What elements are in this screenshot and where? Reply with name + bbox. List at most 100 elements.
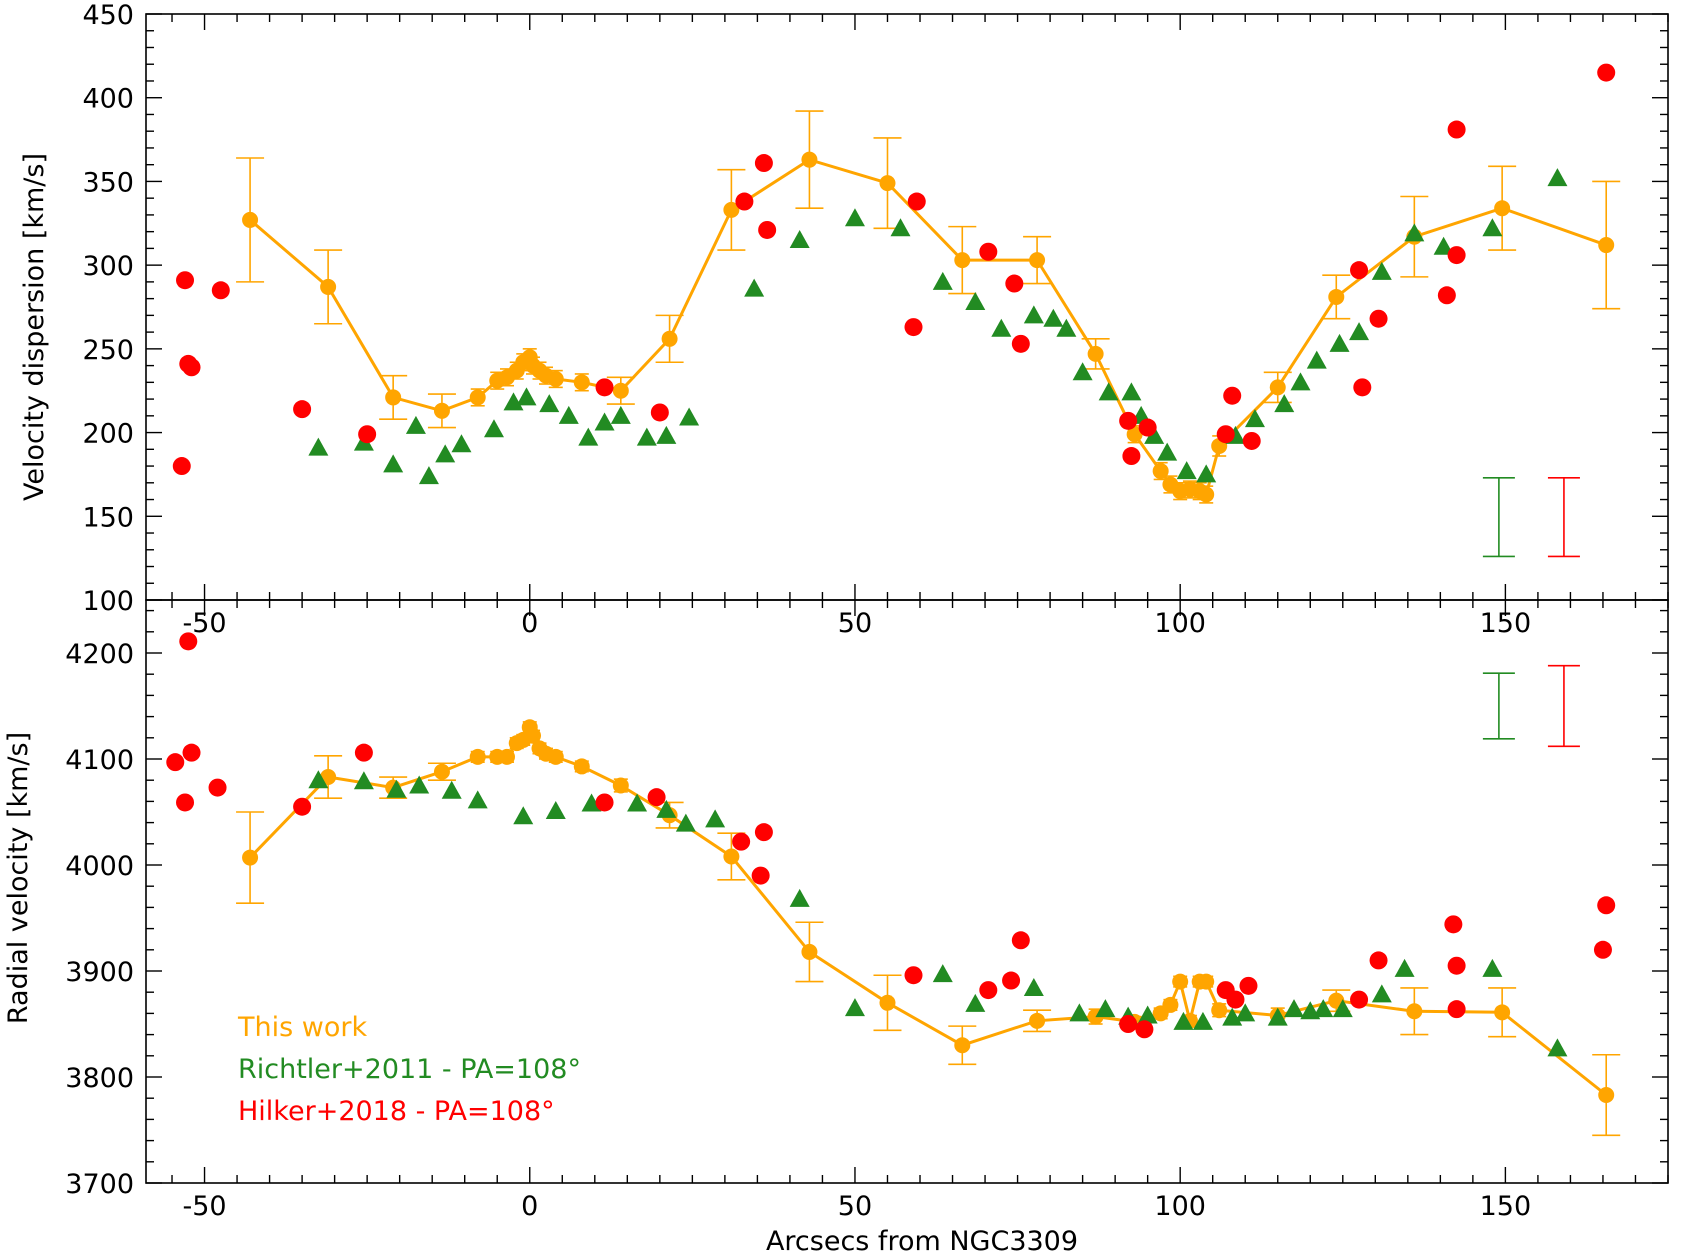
bottom-ytick-label: 4000 (65, 851, 134, 882)
top-this-work-point (1494, 200, 1511, 217)
top-hilker-2018-pa-108-point (1447, 246, 1466, 265)
legend: This work Richtler+2011 - PA=108° Hilker… (237, 1012, 581, 1127)
bottom-ytick-label: 3800 (65, 1063, 134, 1094)
bottom-richtler-2011-pa-108-point (1192, 1011, 1213, 1030)
top-hilker-2018-pa-108-point (1350, 261, 1369, 280)
top-hilker-2018-pa-108-point (211, 281, 230, 300)
bottom-richtler-2011-pa-108-point (1313, 999, 1334, 1018)
bottom-hilker-2018-pa-108-point (1597, 896, 1616, 915)
top-hilker-2018-pa-108-point (754, 154, 773, 173)
top-hilker-2018-pa-108-point (979, 242, 998, 261)
bottom-hilker-2018-pa-108-point (1226, 990, 1245, 1009)
top-richtler-2011-pa-108-point (1433, 236, 1454, 255)
top-hilker-2018-pa-108-point (1353, 378, 1372, 397)
top-this-work-point (433, 402, 450, 419)
bottom-richtler-2011-pa-108-point (308, 770, 329, 789)
bottom-richtler-2011-pa-108-point (1235, 1003, 1256, 1022)
top-richtler-2011-pa-108-point (965, 291, 986, 310)
top-this-work-point (801, 151, 818, 168)
top-hilker-2018-pa-108-point (1223, 386, 1242, 405)
bottom-this-work-point (1406, 1003, 1423, 1020)
bottom-hilker-2018-pa-108-point (1593, 940, 1612, 959)
top-richtler-2011-pa-108-point (516, 387, 537, 406)
top-this-work-point (469, 389, 486, 406)
top-hilker-2018-pa-108-point (1597, 63, 1616, 82)
top-richtler-2011-pa-108-point (1121, 382, 1142, 401)
top-ytick-label: 150 (82, 502, 134, 533)
bottom-richtler-2011-pa-108-point (1284, 999, 1305, 1018)
bottom-this-work-point (242, 849, 259, 866)
top-richtler-2011-pa-108-point (991, 318, 1012, 337)
bottom-richtler-2011-pa-108-point (1394, 958, 1415, 977)
top-richtler-2011-pa-108-point (844, 208, 865, 227)
bottom-richtler-2011-pa-108-point (965, 993, 986, 1012)
top-richtler-2011-pa-108-point (539, 394, 560, 413)
bottom-hilker-2018-pa-108-point (166, 753, 185, 772)
bottom-ytick-label: 4100 (65, 745, 134, 776)
bottom-this-work-point (433, 763, 450, 780)
bottom-ytick-label: 4200 (65, 639, 134, 670)
top-this-work-point (1152, 463, 1169, 480)
top-hilker-2018-pa-108-point (182, 358, 201, 377)
bottom-hilker-2018-pa-108-point (176, 793, 195, 812)
bottom-hilker-2018-pa-108-point (1444, 915, 1463, 934)
top-richtler-2011-pa-108-point (558, 405, 579, 424)
top-this-work-point (242, 211, 259, 228)
top-richtler-2011-pa-108-point (636, 427, 657, 446)
bottom-richtler-2011-pa-108-point (627, 793, 648, 812)
bottom-this-work-point (1494, 1004, 1511, 1021)
bottom-richtler-2011-pa-108-point (789, 888, 810, 907)
top-richtler-2011-pa-108-point (1547, 168, 1568, 187)
top-this-work-point (1087, 345, 1104, 362)
top-this-work-point (1198, 486, 1215, 503)
bottom-this-work-point (525, 727, 542, 744)
bottom-xtick-label: -50 (182, 1191, 226, 1222)
top-hilker-2018-pa-108-point (758, 220, 777, 239)
top-richtler-2011-pa-108-point (1290, 372, 1311, 391)
top-hilker-2018-pa-108-point (650, 403, 669, 422)
bottom-richtler-2011-pa-108-point (409, 775, 430, 794)
bottom-this-work-point (954, 1037, 971, 1054)
bottom-hilker-2018-pa-108-point (1239, 976, 1258, 995)
top-this-work-point (661, 330, 678, 347)
bottom-hilker-2018-pa-108-point (647, 788, 666, 807)
bottom-richtler-2011-pa-108-point (353, 771, 374, 790)
bottom-hilker-2018-pa-108-point (182, 743, 201, 762)
bottom-hilker-2018-pa-108-point (1002, 971, 1021, 990)
top-hilker-2018-pa-108-point (904, 318, 923, 337)
bottom-plot-frame (145, 599, 1669, 1184)
bottom-hilker-2018-pa-108-point (732, 832, 751, 851)
top-richtler-2011-pa-108-point (483, 419, 504, 438)
top-hilker-2018-pa-108-point (1216, 425, 1235, 444)
top-ytick-label: 250 (82, 335, 134, 366)
top-richtler-2011-pa-108-point (1244, 409, 1265, 428)
bottom-this-work-point (1029, 1012, 1046, 1029)
top-this-work-point (723, 201, 740, 218)
bottom-hilker-2018-pa-108-point (595, 793, 614, 812)
top-hilker-2018-pa-108-point (1011, 334, 1030, 353)
bottom-this-work-point (469, 748, 486, 765)
top-richtler-2011-pa-108-point (308, 437, 329, 456)
top-hilker-2018-pa-108-point (735, 192, 754, 211)
bottom-xtick-label: 0 (521, 1191, 538, 1222)
top-richtler-2011-pa-108-point (503, 392, 524, 411)
bottom-richtler-2011-pa-108-point (467, 790, 488, 809)
top-richtler-2011-pa-108-point (1482, 218, 1503, 237)
bottom-hilker-2018-pa-108-point (1135, 1020, 1154, 1039)
top-this-work-point (385, 389, 402, 406)
bottom-hilker-2018-pa-108-point (754, 823, 773, 842)
top-richtler-2011-pa-108-point (1023, 305, 1044, 324)
bottom-panel: -50 0 50 100 150 3700 3800 3900 4000 4100 4200 (65, 599, 1669, 1222)
top-richtler-2011-pa-108-point (1056, 318, 1077, 337)
bottom-richtler-2011-pa-108-point (932, 964, 953, 983)
top-richtler-2011-pa-108-point (1349, 322, 1370, 341)
bottom-richtler-2011-pa-108-point (1547, 1038, 1568, 1057)
top-hilker-2018-pa-108-point (1138, 418, 1157, 437)
bottom-this-work-point (1211, 1002, 1228, 1019)
legend-entry-richtler: Richtler+2011 - PA=108° (238, 1054, 581, 1085)
bottom-this-work-point (573, 758, 590, 775)
bottom-richtler-2011-pa-108-point (675, 813, 696, 832)
bottom-hilker-2018-pa-108-point (1350, 990, 1369, 1009)
top-hilker-2018-pa-108-point (1122, 447, 1141, 466)
top-hilker-2018-pa-108-point (176, 271, 195, 290)
